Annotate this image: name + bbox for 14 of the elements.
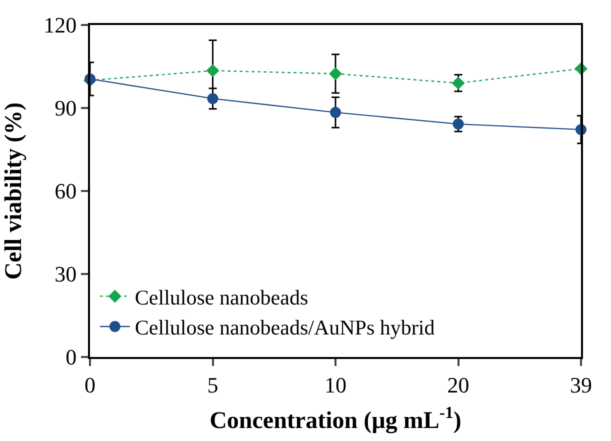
y-tick-label: 120	[44, 12, 77, 38]
x-tick-label: 20	[447, 372, 470, 398]
x-tick-label: 39	[570, 372, 592, 398]
x-tick-label: 5	[207, 372, 218, 398]
x-tick-label: 10	[324, 372, 346, 398]
y-tick-label: 60	[54, 178, 77, 204]
x-tick-label: 0	[84, 372, 96, 398]
legend-label: Cellulose nanobeads	[134, 285, 308, 310]
x-axis-title: Concentration (µg mL$^{-1}$)	[210, 403, 462, 434]
y-tick-label: 90	[54, 96, 77, 121]
y-tick-label: 30	[54, 262, 77, 287]
legend-label: Cellulose nanobeads/AuNPs hybrid	[134, 316, 436, 340]
y-tick-label: 0	[66, 344, 77, 370]
y-axis-title: Cell viability (%)	[1, 102, 28, 280]
